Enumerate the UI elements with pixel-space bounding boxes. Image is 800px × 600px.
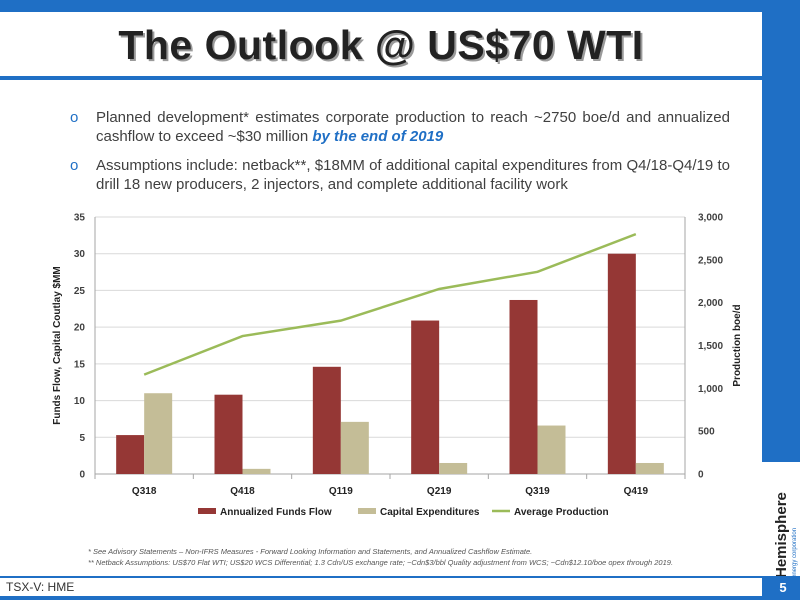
page-number: 5 [779, 580, 787, 595]
x-tick-label: Q319 [525, 486, 550, 497]
x-tick-label: Q119 [329, 486, 353, 497]
bullet-text: Assumptions include: netback**, $18MM of… [96, 156, 730, 194]
legend-label: Capital Expenditures [380, 507, 480, 518]
bar-funds-flow [509, 299, 538, 474]
bar-capital-expenditures [537, 425, 566, 474]
bar-capital-expenditures [635, 462, 664, 474]
legend-label: Average Production [514, 507, 609, 518]
bar-capital-expenditures [144, 393, 173, 474]
y-tick-label: 35 [74, 213, 86, 224]
bullet-body: Assumptions include: netback**, $18MM of… [96, 157, 730, 193]
bar-funds-flow [214, 394, 243, 474]
bullet-item: o Assumptions include: netback**, $18MM … [70, 156, 730, 194]
hemisphere-logo: Hemisphere energy corporation [773, 492, 798, 578]
bar-funds-flow [116, 435, 145, 474]
chart-svg: 0 5 10 15 20 25 30 35 0 500 1,000 1,500 2,000 2,500 3,… [52, 213, 743, 519]
top-accent-bar [0, 0, 800, 12]
y-tick-label: 20 [74, 323, 86, 334]
slide-title: The Outlook @ US$70 WTI [118, 22, 644, 68]
bullet-body: Planned development* estimates corporate… [96, 109, 730, 145]
y2-axis-title: Production boe/d [732, 304, 743, 386]
y-tick-label: 10 [74, 396, 86, 407]
y-tick-label: 25 [74, 286, 86, 297]
ticker-symbol: TSX-V: HME [6, 580, 75, 594]
legend-label: Annualized Funds Flow [220, 507, 332, 518]
y2-tick-label: 500 [698, 427, 715, 438]
outlook-chart: 0 5 10 15 20 25 30 35 0 500 1,000 1,500 2,000 2,500 3,… [40, 205, 760, 540]
x-tick-label: Q219 [427, 486, 452, 497]
y-tick-label: 5 [79, 433, 85, 444]
bullet-circle-icon: o [70, 109, 79, 126]
y-axis-title: Funds Flow, Capital Coutlay $MM [52, 266, 63, 425]
y2-tick-label: 2,000 [698, 298, 723, 309]
bar-capital-expenditures [340, 421, 369, 474]
title-divider [0, 76, 762, 80]
y2-tick-label: 2,500 [698, 255, 723, 266]
y-tick-label: 0 [79, 470, 85, 481]
footnote-netback: ** Netback Assumptions: US$70 Flat WTI; … [88, 558, 674, 567]
bullet-item: o Planned development* estimates corpora… [70, 108, 730, 146]
bullet-list: o Planned development* estimates corpora… [70, 108, 730, 204]
bullet-circle-icon: o [70, 157, 79, 174]
y2-tick-label: 1,500 [698, 341, 723, 352]
footnotes: * See Advisory Statements – Non-IFRS Mea… [88, 546, 748, 568]
x-tick-label: Q418 [230, 486, 255, 497]
y-tick-label: 15 [74, 359, 86, 370]
right-accent-bar [762, 12, 800, 462]
bar-funds-flow [411, 320, 440, 474]
y2-tick-label: 1,000 [698, 384, 723, 395]
bar-capital-expenditures [439, 462, 468, 474]
y-tick-label: 30 [74, 249, 86, 260]
bullet-text: Planned development* estimates corporate… [96, 108, 730, 146]
footnote-advisory: * See Advisory Statements – Non-IFRS Mea… [88, 547, 533, 556]
line-average-production [143, 232, 637, 376]
bullet-emphasis: by the end of 2019 [312, 128, 444, 145]
bar-funds-flow [607, 253, 636, 474]
x-tick-label: Q419 [624, 486, 649, 497]
bar-funds-flow [312, 366, 341, 474]
y2-tick-label: 0 [698, 470, 704, 481]
legend-swatch [358, 508, 376, 514]
footer-strip [0, 578, 762, 596]
x-tick-label: Q318 [132, 486, 157, 497]
svg-text:Hemisphere: Hemisphere [773, 492, 790, 578]
y2-tick-label: 3,000 [698, 213, 723, 224]
legend-swatch [198, 508, 216, 514]
bar-capital-expenditures [242, 468, 271, 474]
svg-text:energy corporation: energy corporation [792, 528, 798, 578]
